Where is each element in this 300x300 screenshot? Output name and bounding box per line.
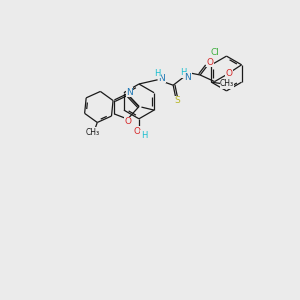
Text: H: H <box>141 130 147 140</box>
Text: CH₃: CH₃ <box>86 128 100 136</box>
Text: S: S <box>174 96 180 105</box>
Text: O: O <box>226 69 232 78</box>
Text: N: N <box>158 74 165 82</box>
Text: O: O <box>134 127 140 136</box>
Text: O: O <box>124 117 131 126</box>
Text: H: H <box>181 68 187 77</box>
Text: N: N <box>184 73 191 82</box>
Text: N: N <box>126 88 133 97</box>
Text: CH₃: CH₃ <box>220 79 234 88</box>
Text: O: O <box>206 58 213 67</box>
Text: Cl: Cl <box>211 48 220 57</box>
Text: H: H <box>154 69 161 78</box>
